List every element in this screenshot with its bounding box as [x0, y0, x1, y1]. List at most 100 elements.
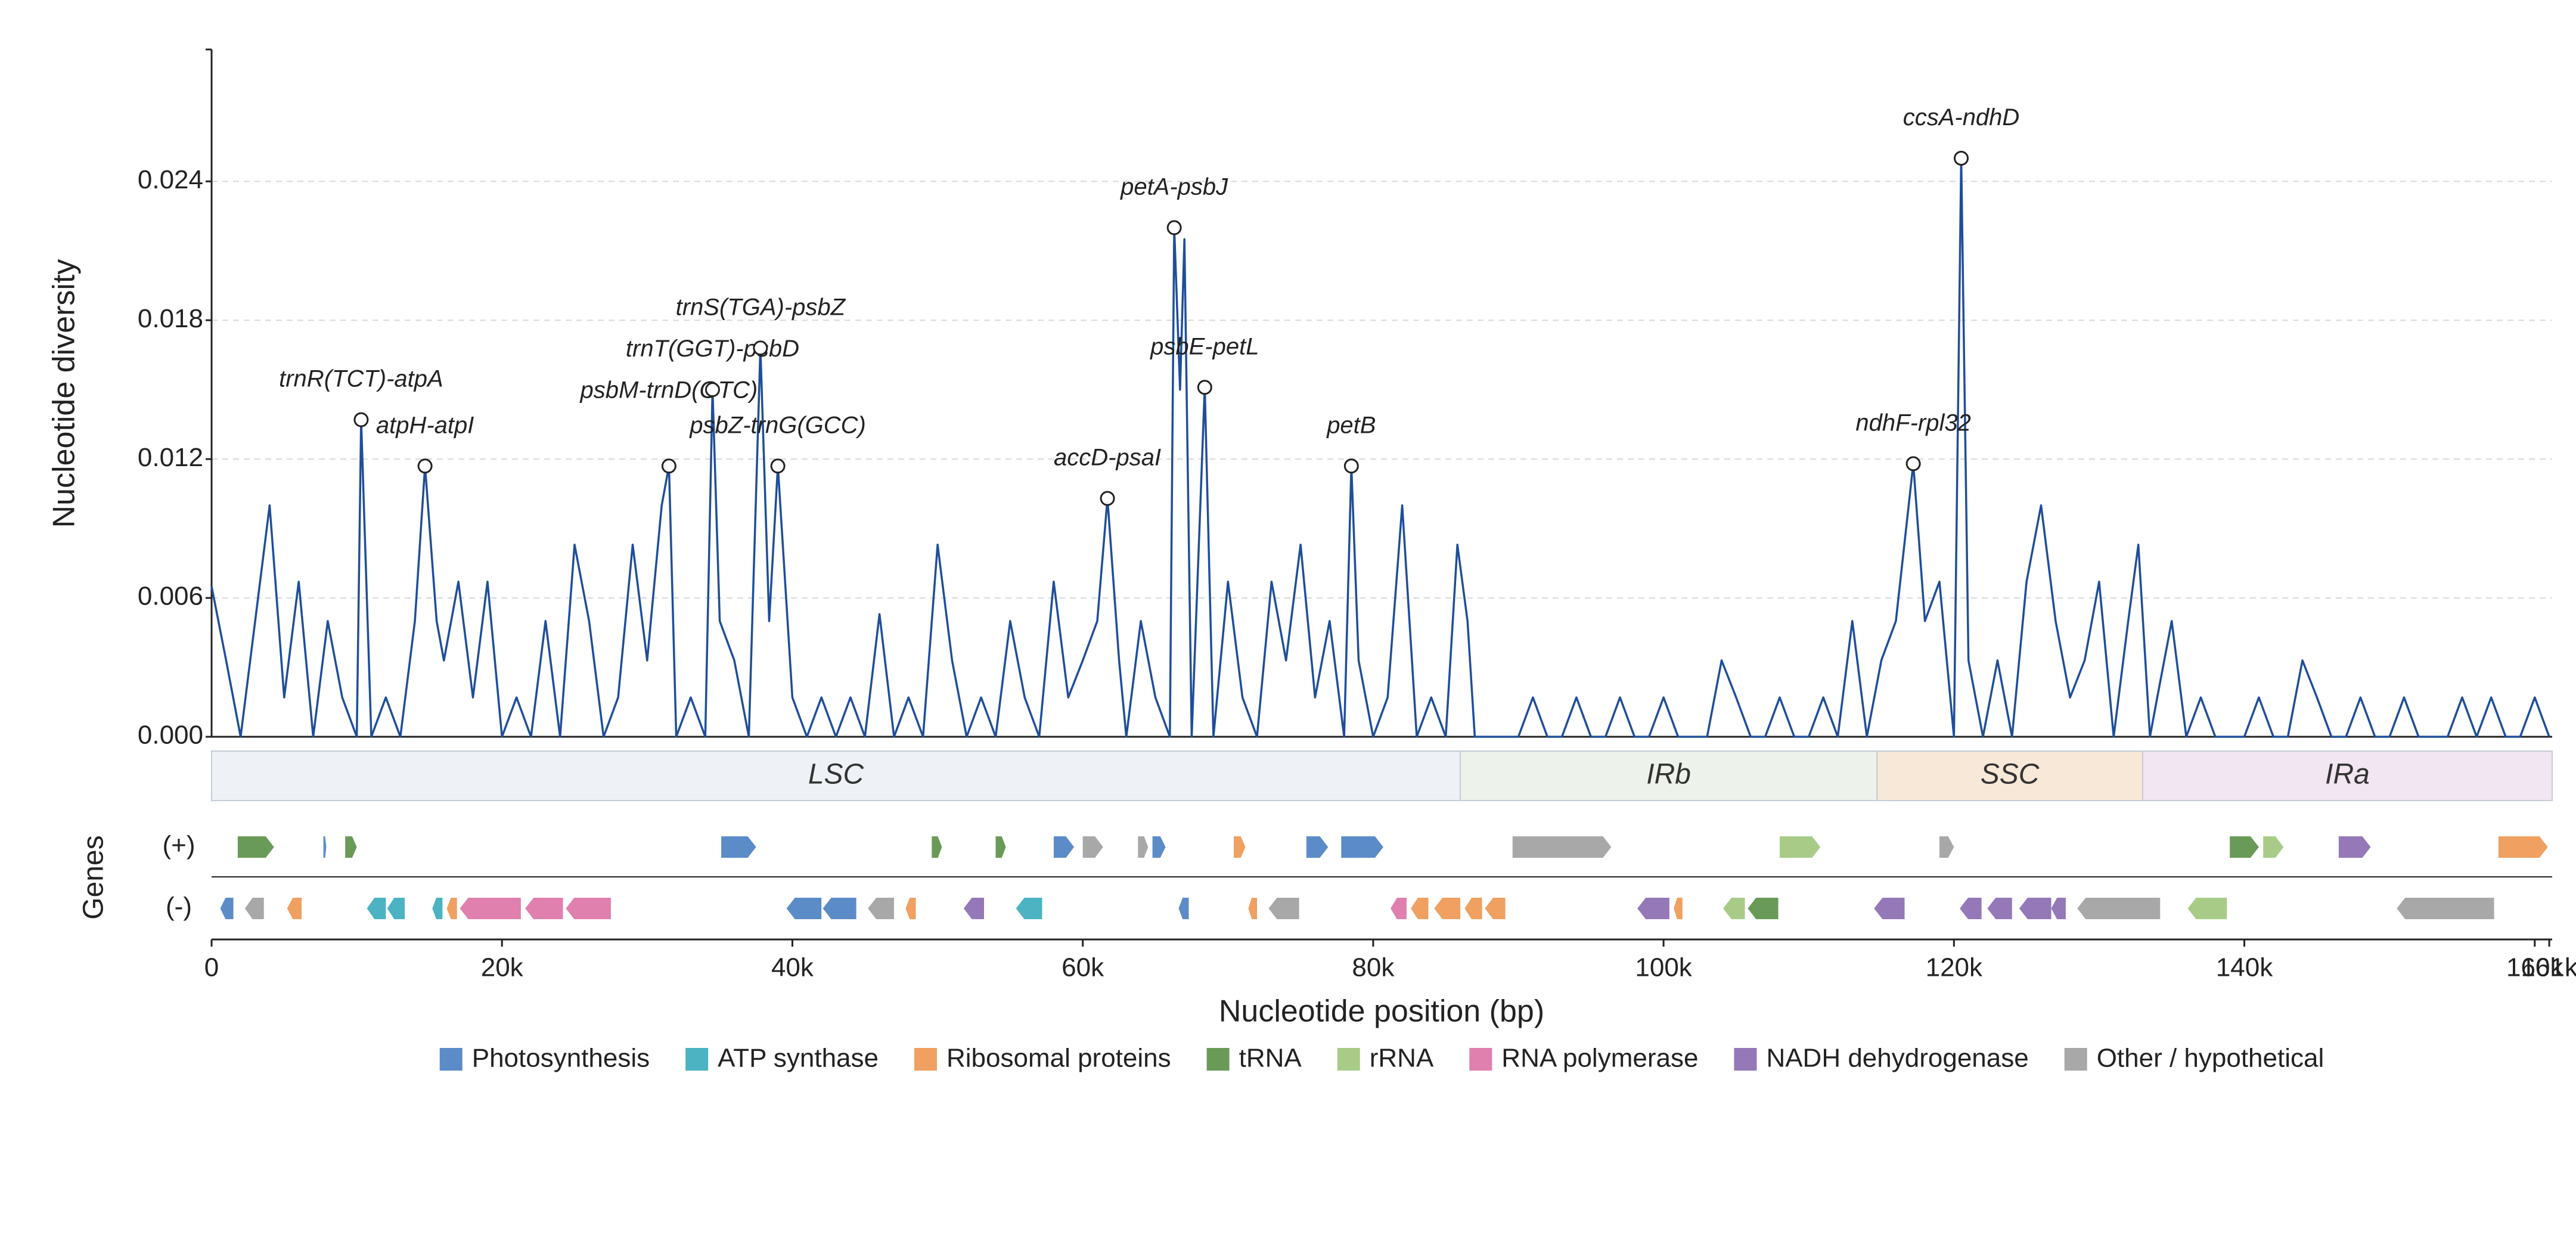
gene-minus [367, 898, 386, 919]
gene-minus [2019, 898, 2052, 919]
y-tick-label: 0.000 [138, 721, 203, 750]
peak-label: petB [1326, 412, 1376, 438]
legend-label: tRNA [1239, 1044, 1302, 1073]
peak-label: trnR(TCT)-atpA [279, 366, 443, 392]
gene-minus [2051, 898, 2066, 919]
x-tick-label: 40k [771, 953, 814, 982]
peak-label: psbE-petL [1150, 333, 1259, 359]
gene-minus [2077, 898, 2161, 919]
gene-plus [995, 836, 1006, 858]
legend-label: ATP synthase [718, 1044, 879, 1073]
diversity-line [210, 157, 2550, 738]
legend-label: NADH dehydrogenase [1766, 1044, 2028, 1073]
gene-minus [525, 898, 563, 919]
peak-marker [704, 382, 720, 398]
legend-swatch [1206, 1048, 1230, 1071]
peak-marker [770, 458, 786, 474]
legend-swatch [1469, 1048, 1492, 1071]
gene-minus [1434, 898, 1461, 919]
peak-marker [1905, 456, 1921, 472]
gene-minus [963, 898, 985, 919]
gene-minus [432, 898, 443, 919]
gene-plus [1512, 836, 1612, 858]
peak-marker [1100, 491, 1115, 506]
peak-label: ccsA-ndhD [1903, 104, 2020, 131]
peak-label: psbM-trnD(GTC) [579, 377, 758, 403]
legend-swatch [914, 1048, 937, 1071]
peak-label: atpH-atpI [376, 412, 474, 438]
legend-label: Photosynthesis [472, 1044, 650, 1073]
peak-marker [661, 458, 676, 474]
gene-plus [2230, 836, 2259, 858]
gene-minus [1748, 898, 1779, 919]
y-tick-label: 0.018 [138, 304, 203, 333]
gene-minus [220, 898, 234, 919]
gene-minus [460, 898, 521, 919]
y-tick-label: 0.012 [138, 443, 203, 472]
peak-marker [353, 412, 369, 427]
gene-plus [2498, 836, 2548, 858]
gene-minus [566, 898, 611, 919]
peak-label: accD-psaI [1054, 445, 1161, 471]
x-tick-label: 140k [2216, 953, 2273, 982]
y-tick-label: 0.024 [138, 165, 203, 194]
gene-minus [2187, 898, 2227, 919]
gene-plus [1053, 836, 1075, 858]
gene-minus [786, 898, 822, 919]
x-tick-label: 20k [481, 953, 524, 982]
minus-strand-label: (-) [166, 892, 192, 922]
gene-plus [1779, 836, 1821, 858]
gene-plus [345, 836, 357, 858]
legend-swatch [685, 1048, 709, 1071]
region-band [1460, 750, 1878, 801]
peak-marker [417, 458, 433, 474]
gene-minus [1722, 898, 1745, 919]
gene-plus [1152, 836, 1166, 858]
peak-marker [1343, 458, 1359, 474]
x-tick-label: 160k [2506, 953, 2563, 982]
gene-minus [1391, 898, 1407, 919]
legend-label: Ribosomal proteins [946, 1044, 1171, 1073]
region-label: LSC [808, 759, 864, 790]
gene-plus [2338, 836, 2371, 858]
legend-label: Other / hypothetical [2097, 1044, 2324, 1073]
x-axis-title: Nucleotide position (bp) [1219, 994, 1544, 1029]
gene-minus [905, 898, 916, 919]
gene-minus [1960, 898, 1982, 919]
gene-minus [1637, 898, 1669, 919]
peak-marker [753, 340, 768, 356]
x-tick-label: 161k [2521, 953, 2576, 982]
gene-plus [1341, 836, 1383, 858]
gene-minus [1874, 898, 1905, 919]
peak-marker [1197, 380, 1212, 395]
gene-minus [1178, 898, 1189, 919]
gene-minus [1411, 898, 1429, 919]
gene-minus [823, 898, 856, 919]
region-band [211, 750, 1461, 801]
gene-plus [237, 836, 274, 858]
x-tick-label: 120k [1926, 953, 1983, 982]
gene-minus [446, 898, 457, 919]
x-tick-label: 0 [204, 953, 219, 982]
peak-marker [1954, 150, 1969, 166]
peak-label: trnT(GGT)-psbD [626, 336, 799, 362]
gene-plus [1306, 836, 1329, 858]
region-band [2142, 750, 2553, 801]
gene-plus [1234, 836, 1246, 858]
genes-title: Genes [78, 835, 110, 919]
gene-plus [932, 836, 942, 858]
gene-plus [1082, 836, 1103, 858]
legend-label: RNA polymerase [1501, 1044, 1698, 1073]
gene-minus [1674, 898, 1683, 919]
gene-plus [721, 836, 756, 858]
y-axis-title: Nucleotide diversity [47, 259, 82, 528]
peak-label: petA-psbJ [1120, 173, 1228, 200]
peak-label: ndhF-rpl32 [1855, 410, 1970, 436]
peak-label: psbZ-trnG(GCC) [689, 412, 866, 438]
region-label: IRb [1646, 759, 1691, 790]
gene-minus [287, 898, 302, 919]
region-label: SSC [1981, 759, 2040, 790]
legend-label: rRNA [1370, 1044, 1434, 1073]
gene-minus [868, 898, 894, 919]
